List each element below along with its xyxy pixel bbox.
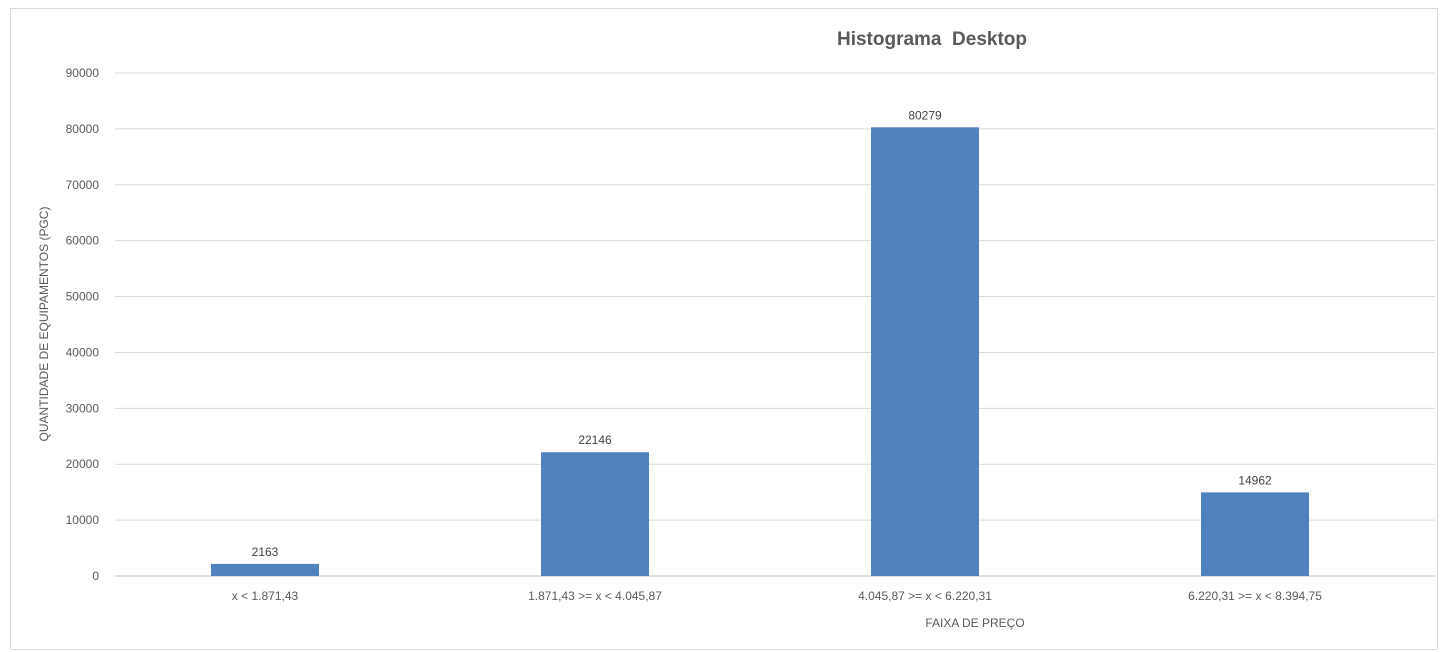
y-tick-label: 90000	[66, 66, 100, 80]
x-tick-label: 1.871,43 >= x < 4.045,87	[528, 589, 662, 603]
y-axis-ticks: 0 10000 20000 30000 40000 50000 60000 70000 8000…	[66, 66, 100, 583]
data-label: 2163	[252, 545, 279, 559]
y-tick-label: 80000	[66, 122, 100, 136]
data-labels: 2163 22146 80279 14962	[252, 108, 1272, 559]
y-tick-label: 30000	[66, 401, 100, 415]
x-tick-label: x < 1.871,43	[232, 589, 299, 603]
chart-frame	[10, 8, 1438, 650]
x-axis-title: FAIXA DE PREÇO	[925, 616, 1024, 630]
bar	[541, 452, 649, 576]
bar	[211, 563, 319, 576]
chart-title: Histograma Desktop	[837, 29, 1027, 50]
data-label: 14962	[1238, 473, 1272, 487]
y-tick-label: 50000	[66, 290, 100, 304]
bars	[211, 127, 1309, 576]
data-label: 80279	[908, 108, 942, 122]
x-tick-label: 6.220,31 >= x < 8.394,75	[1188, 589, 1322, 603]
y-tick-label: 60000	[66, 234, 100, 248]
y-tick-label: 70000	[66, 178, 100, 192]
y-tick-label: 10000	[66, 513, 100, 527]
y-axis-title: QUANTIDADE DE EQUIPAMENTOS (PGC)	[37, 207, 51, 442]
y-tick-label: 0	[92, 569, 99, 583]
bar	[1201, 492, 1309, 576]
y-tick-label: 20000	[66, 457, 100, 471]
bar	[871, 127, 979, 576]
data-label: 22146	[578, 433, 612, 447]
y-tick-label: 40000	[66, 345, 100, 359]
x-axis-ticks: x < 1.871,43 1.871,43 >= x < 4.045,87 4.04…	[232, 589, 1322, 603]
x-tick-label: 4.045,87 >= x < 6.220,31	[858, 589, 992, 603]
